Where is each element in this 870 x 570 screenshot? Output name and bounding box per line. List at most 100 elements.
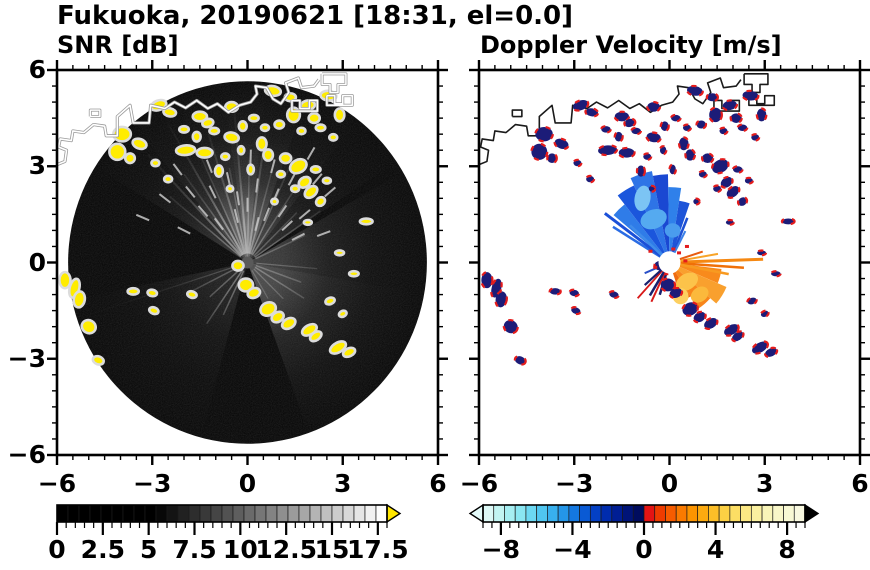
colorbar-cell	[353, 504, 366, 523]
colorbar-cell	[221, 504, 234, 523]
velocity-patch	[664, 223, 681, 238]
speckle	[235, 191, 240, 206]
snr-y-tick-label: −3	[7, 343, 46, 373]
speckle	[254, 216, 260, 232]
radial-ray	[249, 169, 273, 255]
colorbar-cell	[122, 504, 135, 523]
echo-blob	[58, 270, 72, 290]
echo-blob	[72, 290, 87, 309]
colorbar-cell	[772, 504, 784, 523]
echo-blob	[296, 126, 307, 136]
colorbar-tick-label: −8	[481, 535, 521, 564]
fan-wedge	[133, 98, 246, 259]
red-speck	[664, 272, 669, 276]
doppler-x-tick-label: −6	[459, 469, 499, 498]
echo-blob	[308, 330, 323, 343]
colorbar-cell	[155, 504, 168, 523]
radial-ray	[603, 212, 664, 259]
colorbar-cell	[100, 504, 113, 523]
snr-y-tick-label: 3	[28, 151, 46, 181]
colorbar-cell	[287, 504, 300, 523]
colorbar-cell	[783, 504, 795, 523]
clutter-blob	[600, 125, 612, 134]
radial-ray	[678, 261, 745, 270]
colorbar-left-arrow	[468, 503, 484, 524]
speckle	[312, 173, 323, 186]
snr-x-tick-label: 3	[334, 469, 352, 498]
speckle	[324, 186, 337, 198]
echo-blob	[347, 269, 360, 278]
radial-ray	[84, 264, 240, 317]
clutter-blob	[729, 112, 743, 125]
clutter-blob	[572, 158, 583, 168]
echo-blob	[213, 164, 225, 178]
radial-ray	[255, 234, 306, 260]
echo-blob	[333, 249, 346, 257]
speckle	[263, 207, 271, 222]
clutter-blob	[710, 158, 730, 175]
speckle	[281, 220, 293, 232]
speckle	[291, 232, 305, 241]
colorbar-cell	[232, 504, 245, 523]
colorbar-cell	[568, 504, 580, 523]
echo-blob	[259, 301, 278, 318]
velocity-patch	[634, 185, 651, 212]
colorbar-cell	[331, 504, 344, 523]
clutter-blob	[692, 310, 707, 324]
colorbar-cell	[525, 504, 538, 523]
velocity-patch	[690, 286, 709, 303]
colorbar-tick-label: 15	[314, 535, 350, 564]
colorbar-cell	[504, 504, 516, 523]
clutter-blob	[570, 306, 582, 316]
clutter-blob	[755, 107, 768, 123]
echo-blob	[341, 346, 357, 359]
axes	[47, 60, 448, 465]
clutter-blob	[635, 164, 646, 178]
speckle	[213, 217, 224, 231]
speckle	[172, 163, 183, 176]
echo-blob	[146, 288, 159, 298]
echo-blob	[126, 286, 141, 296]
clutter-blob	[613, 110, 631, 123]
radial-ray	[254, 266, 305, 299]
clutter-blob	[585, 174, 596, 184]
clutter-blob	[596, 144, 619, 157]
clutter-blob	[548, 287, 562, 296]
speckle	[197, 205, 209, 218]
colorbar-cell	[675, 504, 688, 523]
radial-ray	[209, 267, 242, 298]
doppler-colorbar	[468, 503, 820, 535]
radial-ray	[147, 153, 243, 257]
speckle	[316, 230, 331, 238]
echo-blob	[223, 131, 241, 144]
echo-blob	[273, 119, 286, 130]
snr-echo-blobs	[58, 84, 374, 366]
echo-blob	[195, 146, 214, 159]
clutter-blob	[684, 148, 696, 162]
snr-speckles	[135, 146, 337, 241]
pier-outline	[511, 109, 523, 118]
clutter-blob	[736, 123, 749, 133]
speckle	[233, 208, 239, 224]
radial-ray	[256, 262, 318, 270]
colorbar-right-arrow	[804, 503, 820, 524]
clutter-blob	[571, 98, 590, 112]
radial-ray	[648, 269, 666, 297]
echo-blob	[237, 120, 249, 133]
clutter-blob	[731, 165, 744, 174]
coastline	[478, 77, 742, 166]
radial-ray	[253, 212, 298, 257]
speckle	[177, 226, 191, 235]
clutter-blob	[725, 184, 741, 199]
colorbar-cell	[199, 504, 212, 523]
snr-plot	[47, 60, 448, 465]
speckle	[270, 159, 276, 174]
colorbar-cell	[210, 504, 223, 523]
colorbar-tick-label: 7.5	[172, 535, 217, 564]
echo-blob	[314, 195, 327, 208]
echo-blob	[297, 175, 312, 189]
colorbar-cell	[67, 504, 80, 523]
echo-blob	[123, 152, 137, 165]
colorbar-cell	[536, 504, 548, 523]
echo-blob	[302, 218, 314, 227]
